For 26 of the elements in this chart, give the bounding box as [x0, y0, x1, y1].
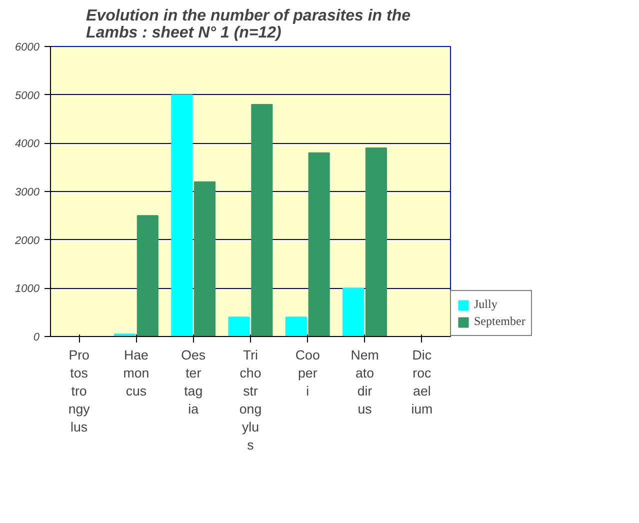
- x-tick-label: Oestertagia: [181, 348, 206, 416]
- legend-label: Jully: [474, 297, 498, 312]
- y-tick-label: 4000: [15, 138, 40, 150]
- x-tick-label: Nematodirus: [350, 348, 379, 416]
- x-tick-label: Protostrongylus: [68, 348, 90, 434]
- bar: [308, 152, 330, 336]
- bar: [194, 181, 216, 336]
- x-tick-label: Trichostrongylus: [239, 348, 262, 452]
- y-tick-label: 2000: [14, 234, 40, 247]
- x-tick-label: Haemoncus: [123, 348, 150, 398]
- y-tick-label: 6000: [15, 42, 40, 54]
- chart-title: Evolution in the number of parasites in the Lambs : sheet N° 1 (n=12): [86, 8, 411, 42]
- bar: [171, 94, 193, 336]
- y-tick-label: 0: [33, 332, 40, 344]
- bar: [285, 316, 307, 336]
- bar: [342, 288, 364, 336]
- bar: [365, 148, 387, 336]
- x-tick-label: Cooperi: [295, 348, 320, 398]
- legend-label: September: [474, 314, 526, 329]
- y-tick-label: 1000: [15, 283, 40, 296]
- bar: [136, 215, 158, 336]
- bar: [251, 104, 273, 336]
- x-tick-label: Dicrocaelium: [411, 348, 433, 416]
- bar: [228, 316, 250, 336]
- y-tick-label: 5000: [15, 90, 40, 102]
- y-tick-label: 3000: [15, 186, 40, 198]
